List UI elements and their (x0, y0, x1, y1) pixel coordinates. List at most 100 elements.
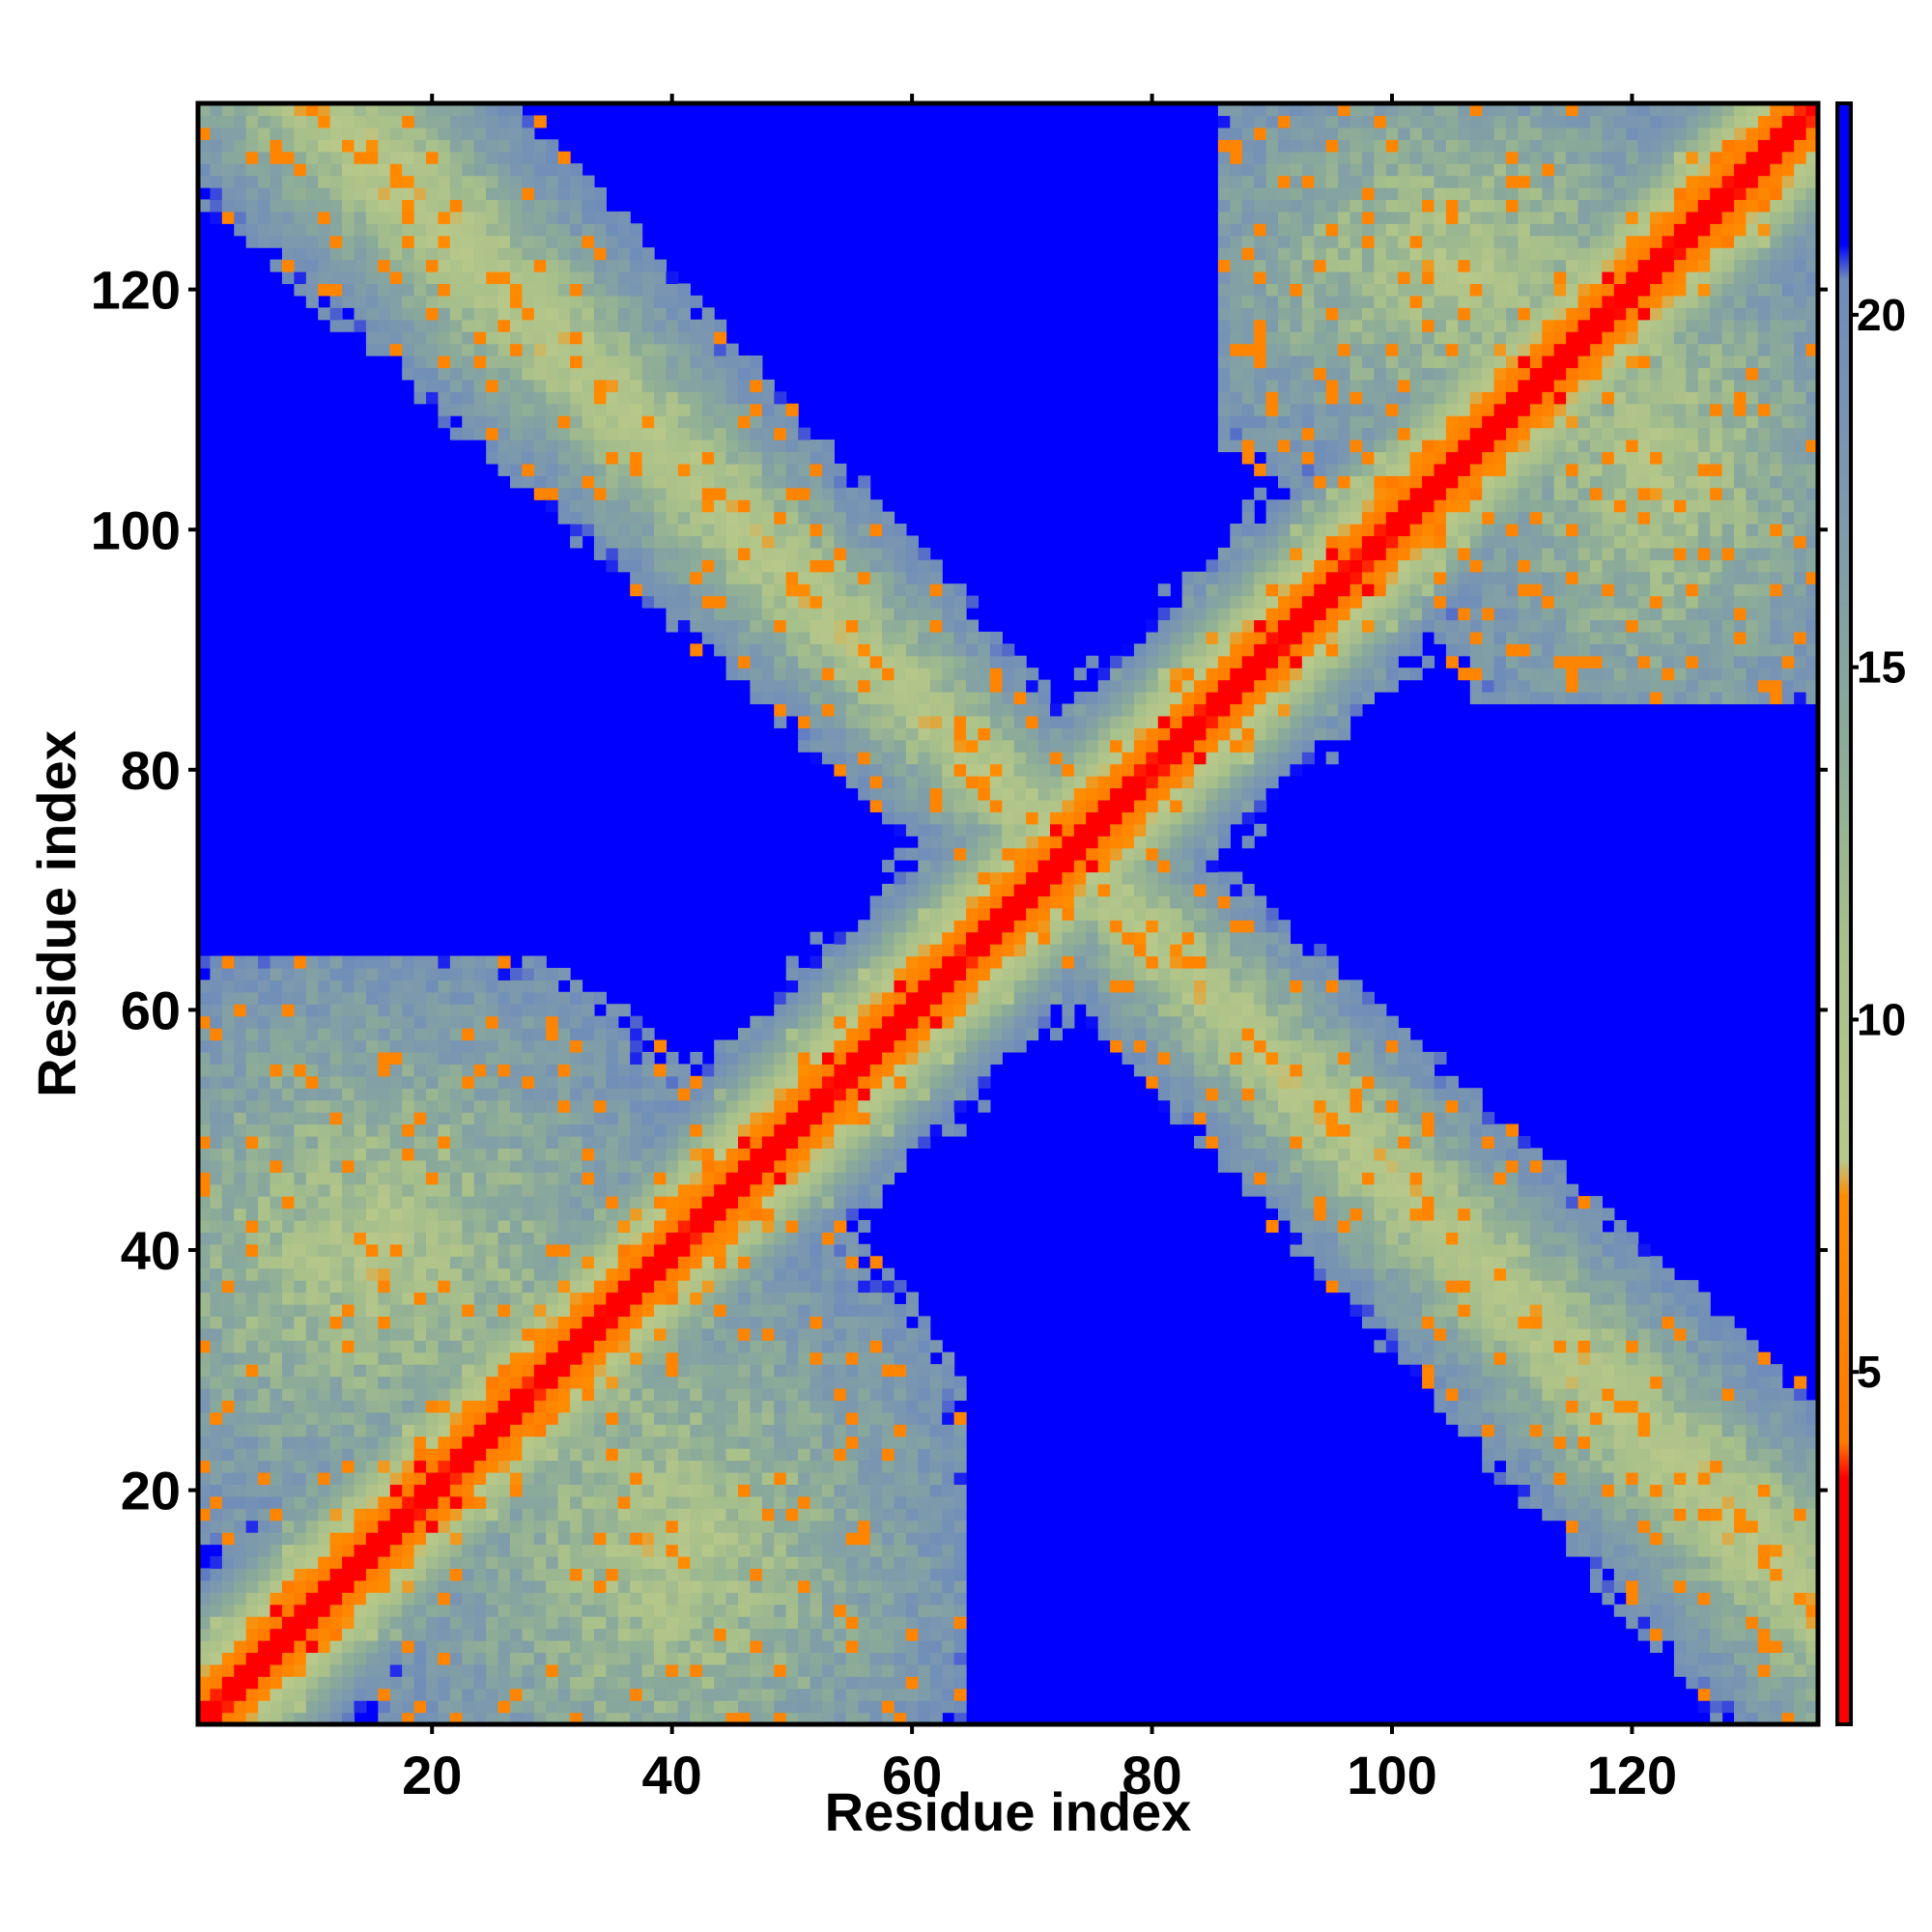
heatmap-cell (365, 235, 379, 248)
heatmap-cell (318, 1544, 331, 1557)
heatmap-cell (677, 451, 691, 465)
heatmap-cell (533, 427, 547, 440)
heatmap-cell (210, 1159, 223, 1173)
heatmap-cell (365, 163, 379, 177)
heatmap-cell (666, 343, 679, 356)
heatmap-cell (294, 1135, 307, 1149)
heatmap-cell (606, 1400, 619, 1413)
heatmap-cell (774, 1676, 787, 1690)
heatmap-cell (486, 1471, 499, 1486)
heatmap-cell (258, 223, 271, 237)
heatmap-cell (378, 1508, 391, 1521)
heatmap-cell (438, 1460, 451, 1473)
heatmap-cell (438, 1400, 451, 1413)
heatmap-cell (426, 1663, 440, 1677)
heatmap-cell (882, 1112, 895, 1125)
heatmap-cell (821, 1256, 835, 1269)
heatmap-cell (389, 1448, 403, 1462)
heatmap-cell (281, 1604, 295, 1617)
heatmap-cell (774, 1484, 787, 1497)
heatmap-cell (810, 524, 823, 537)
heatmap-cell (750, 1327, 763, 1341)
heatmap-cell (690, 331, 703, 345)
heatmap-cell (221, 1028, 235, 1041)
heatmap-cell (630, 283, 643, 297)
heatmap-cell (522, 1135, 535, 1149)
heatmap-cell (641, 1435, 655, 1449)
heatmap-cell (221, 1112, 235, 1125)
heatmap-cell (378, 259, 391, 272)
heatmap-cell (677, 1712, 691, 1725)
heatmap-cell (486, 1628, 499, 1641)
heatmap-cell (641, 1208, 655, 1221)
heatmap-cell (473, 1424, 487, 1437)
heatmap-cell (725, 1484, 739, 1497)
heatmap-cell (617, 235, 631, 248)
heatmap-cell (342, 1112, 355, 1125)
heatmap-cell (533, 1652, 547, 1665)
heatmap-cell (378, 1051, 391, 1065)
heatmap-cell (774, 1628, 787, 1641)
heatmap-cell (869, 1460, 883, 1473)
heatmap-cell (462, 1712, 475, 1725)
heatmap-cell (245, 1663, 259, 1677)
heatmap-cell (449, 1652, 463, 1665)
heatmap-cell (630, 271, 643, 285)
heatmap-cell (438, 1376, 451, 1389)
heatmap-cell (546, 1088, 559, 1101)
heatmap-cell (342, 955, 355, 969)
heatmap-cell (845, 595, 859, 609)
heatmap-cell (462, 1460, 475, 1473)
heatmap-cell (486, 1520, 499, 1533)
heatmap-cell (389, 991, 403, 1005)
heatmap-cell (785, 1387, 799, 1401)
heatmap-cell (630, 1340, 643, 1353)
heatmap-cell (774, 1183, 787, 1197)
heatmap-cell (402, 211, 415, 224)
heatmap-cell (810, 1700, 823, 1714)
heatmap-cell (354, 1183, 367, 1197)
heatmap-cell (270, 1183, 283, 1197)
heatmap-cell (546, 1243, 559, 1257)
heatmap-cell (449, 1532, 463, 1546)
heatmap-cell (798, 451, 811, 465)
heatmap-cell (329, 1327, 343, 1341)
heatmap-cell (329, 1256, 343, 1269)
heatmap-cell (449, 1243, 463, 1257)
heatmap-cell (617, 1112, 631, 1125)
heatmap-cell (845, 1075, 859, 1089)
heatmap-cell (305, 1256, 319, 1269)
heatmap-cell (834, 1280, 847, 1293)
heatmap-cell (557, 1075, 571, 1089)
heatmap-cell (798, 1435, 811, 1449)
heatmap-cell (438, 403, 451, 416)
heatmap-cell (845, 547, 859, 560)
heatmap-cell (701, 511, 715, 525)
heatmap-cell (750, 427, 763, 440)
heatmap-cell (810, 967, 823, 980)
heatmap-cell (270, 1088, 283, 1101)
heatmap-cell (810, 1039, 823, 1053)
heatmap-cell (378, 1243, 391, 1257)
heatmap-cell (785, 1088, 799, 1101)
heatmap-cell (497, 1051, 511, 1065)
heatmap-cell (497, 1135, 511, 1149)
heatmap-cell (750, 1208, 763, 1221)
heatmap-cell (497, 1532, 511, 1546)
heatmap-cell (617, 1028, 631, 1041)
heatmap-cell (546, 163, 559, 177)
heatmap-cell (630, 1424, 643, 1437)
heatmap-cell (210, 1663, 223, 1677)
heatmap-cell (342, 103, 355, 117)
heatmap-cell (606, 499, 619, 513)
heatmap-cell (821, 727, 835, 741)
heatmap-cell (438, 1592, 451, 1605)
heatmap-cell (473, 415, 487, 429)
heatmap-cell (882, 1064, 895, 1077)
heatmap-cell (821, 1592, 835, 1605)
heatmap-cell (557, 331, 571, 345)
heatmap-cell (858, 679, 871, 693)
heatmap-cell (497, 187, 511, 201)
heatmap-cell (389, 295, 403, 308)
heatmap-cell (509, 103, 523, 117)
